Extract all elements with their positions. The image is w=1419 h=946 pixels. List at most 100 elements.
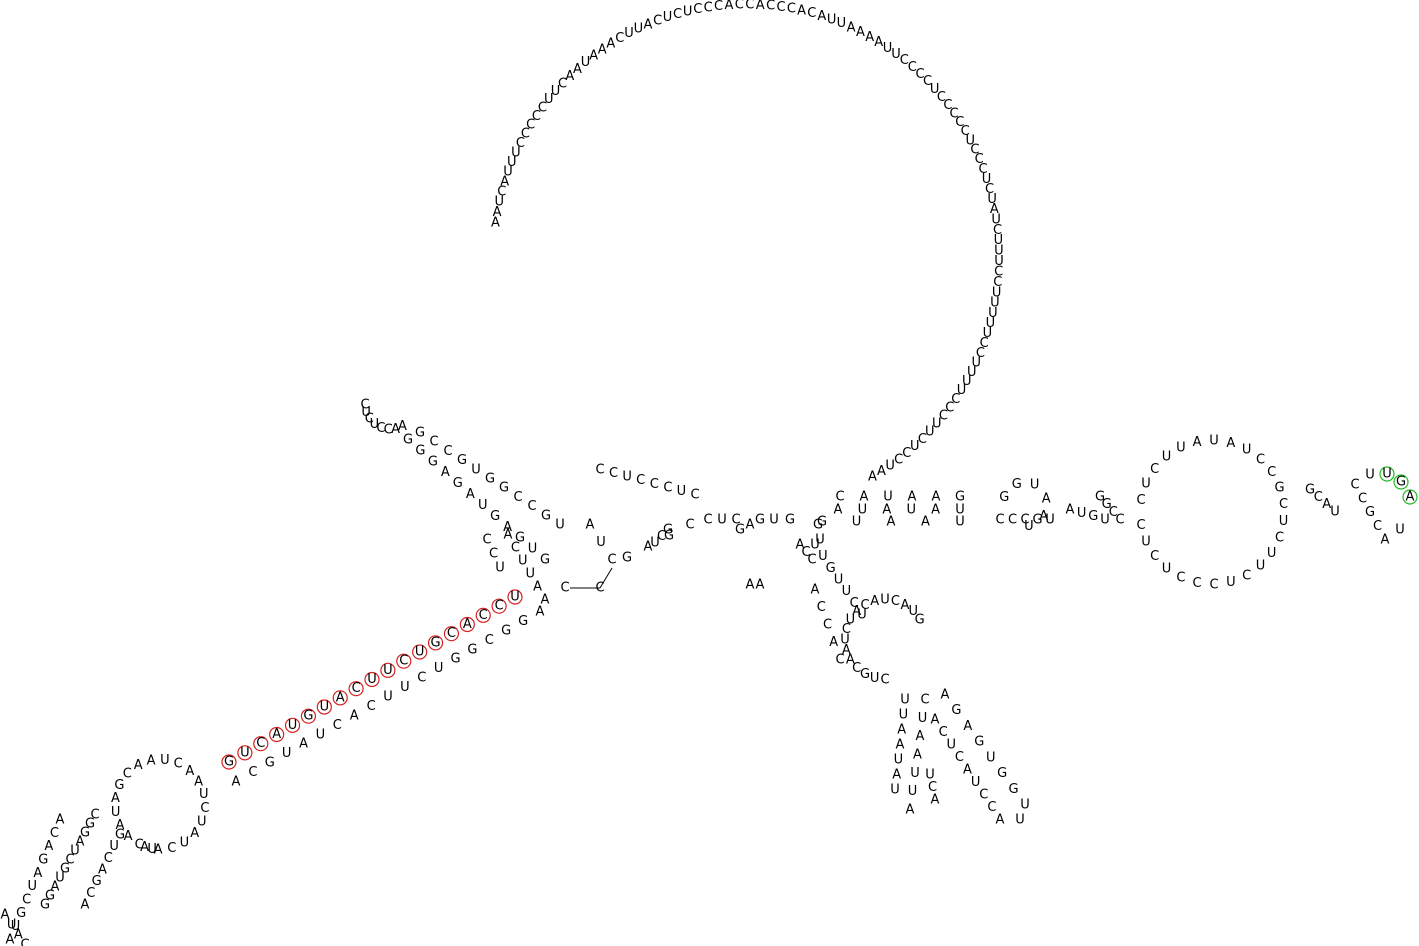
- junction-nucleotide: U: [769, 513, 779, 528]
- big-loop-nucleotide: U: [581, 55, 591, 70]
- red-highlight-nucleotide: C: [352, 681, 361, 696]
- lower-branch-nucleotide: G: [997, 766, 1007, 781]
- bottom-loop-nucleotide: A: [56, 813, 65, 828]
- helix-nucleotide: G: [451, 652, 461, 667]
- bottom-loop-nucleotide: C: [123, 767, 132, 782]
- right-stem-nucleotide: U: [906, 503, 916, 518]
- right-stem-nucleotide: U: [883, 490, 893, 505]
- right-stem-nucleotide: A: [931, 503, 940, 518]
- right-loop-nucleotide: G: [1274, 480, 1284, 495]
- big-loop-nucleotide: U: [992, 285, 1002, 300]
- bottom-loop-nucleotide: A: [147, 753, 156, 768]
- right-loop-nucleotide: A: [1039, 509, 1048, 524]
- right-loop-nucleotide: U: [1141, 477, 1151, 492]
- bottom-loop-nucleotide: U: [199, 787, 209, 802]
- bottom-loop-nucleotide: A: [116, 818, 125, 833]
- bottom-loop-nucleotide: A: [134, 758, 143, 773]
- red-highlight-nucleotide: C: [447, 626, 456, 641]
- helix-nucleotide: U: [282, 746, 292, 761]
- red-highlight-circle: [412, 644, 428, 660]
- right-stem-nucleotide: C: [1020, 513, 1029, 528]
- left-hairpin-nucleotide: U: [518, 554, 528, 569]
- lower-branch-nucleotide: A: [846, 653, 855, 668]
- lower-branch-nucleotide: G: [860, 667, 870, 682]
- right-stem-nucleotide: U: [852, 515, 862, 530]
- big-loop-nucleotide: U: [885, 458, 895, 473]
- big-loop-nucleotide: C: [908, 60, 917, 75]
- right-stem-nucleotide: A: [882, 503, 891, 518]
- backbone-bond: [599, 567, 613, 589]
- left-hairpin-nucleotide: A: [466, 487, 475, 502]
- nucleotide: U: [1365, 468, 1375, 483]
- big-loop-nucleotide: U: [957, 383, 967, 398]
- nucleotide: C: [595, 581, 604, 596]
- lower-branch-nucleotide: A: [931, 713, 940, 728]
- red-highlight-circle: [475, 607, 491, 623]
- lower-branch-nucleotide: C: [880, 673, 889, 688]
- big-loop-nucleotide: U: [982, 172, 992, 187]
- lower-branch-nucleotide: C: [835, 653, 844, 668]
- big-loop-nucleotide: C: [497, 185, 506, 200]
- big-loop-nucleotide: C: [902, 446, 911, 461]
- nucleotide: C: [560, 581, 569, 596]
- right-loop-nucleotide: U: [1226, 575, 1236, 590]
- big-loop-nucleotide: U: [634, 22, 644, 37]
- junction-nucleotide: U: [622, 470, 632, 485]
- right-loop-nucleotide: U: [1030, 478, 1040, 493]
- bottom-loop-nucleotide: A: [51, 880, 60, 895]
- big-loop-nucleotide: U: [624, 26, 634, 41]
- right-loop-nucleotide: U: [1256, 559, 1266, 574]
- big-loop-nucleotide: C: [807, 6, 816, 21]
- bottom-loop-nucleotide: G: [114, 778, 124, 793]
- backbone-bonds: [570, 567, 613, 589]
- helix-nucleotide: A: [232, 775, 241, 790]
- bottom-loop-nucleotide: A: [154, 842, 163, 857]
- big-loop-nucleotide: A: [877, 464, 886, 479]
- big-loop-nucleotide: A: [598, 42, 607, 57]
- helix-nucleotide: A: [536, 605, 545, 620]
- bottom-loop-nucleotide: C: [200, 801, 209, 816]
- right-stem-nucleotide: A: [860, 490, 869, 505]
- junction-nucleotide: G: [735, 523, 745, 538]
- bottom-loop-nucleotide: U: [7, 918, 17, 933]
- left-hairpin-nucleotide: C: [511, 541, 520, 556]
- junction-nucleotide: C: [703, 513, 712, 528]
- bottom-loop-nucleotide: U: [160, 753, 170, 768]
- helix-nucleotide: U: [400, 680, 410, 695]
- junction-nucleotide: G: [755, 513, 765, 528]
- right-stem-nucleotide: U: [1100, 513, 1110, 528]
- red-highlight-circle: [491, 598, 507, 614]
- big-loop-nucleotide: A: [817, 9, 826, 24]
- lower-branch-nucleotide: U: [846, 613, 856, 628]
- junction-nucleotide: A: [644, 540, 653, 555]
- lower-branch-nucleotide: U: [818, 549, 828, 564]
- junction-nucleotide: C: [657, 529, 666, 544]
- big-loop-nucleotide: U: [503, 165, 513, 180]
- lower-branch-nucleotide: A: [892, 768, 901, 783]
- big-loop-nucleotide: C: [735, 0, 744, 13]
- right-loop-nucleotide: C: [1137, 518, 1146, 533]
- lower-branch-nucleotide: U: [840, 633, 850, 648]
- big-loop-nucleotide: C: [653, 13, 662, 28]
- bottom-loop-nucleotide: G: [16, 906, 26, 921]
- bottom-loop-nucleotide: C: [86, 886, 95, 901]
- big-loop-nucleotide: C: [787, 2, 796, 17]
- lower-branch-nucleotide: A: [996, 813, 1005, 828]
- lower-branch-nucleotide: C: [920, 693, 929, 708]
- junction-nucleotide: U: [677, 484, 687, 499]
- bottom-loop-nucleotide: U: [70, 844, 80, 859]
- big-loop-nucleotide: U: [930, 82, 940, 97]
- lower-branch-nucleotide: A: [842, 643, 851, 658]
- lower-branch-nucleotide: C: [928, 780, 937, 795]
- right-loop-nucleotide: U: [1176, 441, 1186, 456]
- lower-branch-nucleotide: C: [842, 622, 851, 637]
- helix-nucleotide: C: [485, 633, 494, 648]
- lower-branch-nucleotide: G: [974, 735, 984, 750]
- big-loop-nucleotide: U: [971, 355, 981, 370]
- junction-nucleotide: G: [664, 529, 674, 544]
- big-loop-nucleotide: C: [516, 136, 525, 151]
- junction-nucleotide: C: [801, 545, 810, 560]
- bottom-loop-nucleotide: A: [194, 774, 203, 789]
- lower-branch-nucleotide: U: [842, 584, 852, 599]
- right-stem-nucleotide: C: [1109, 505, 1118, 520]
